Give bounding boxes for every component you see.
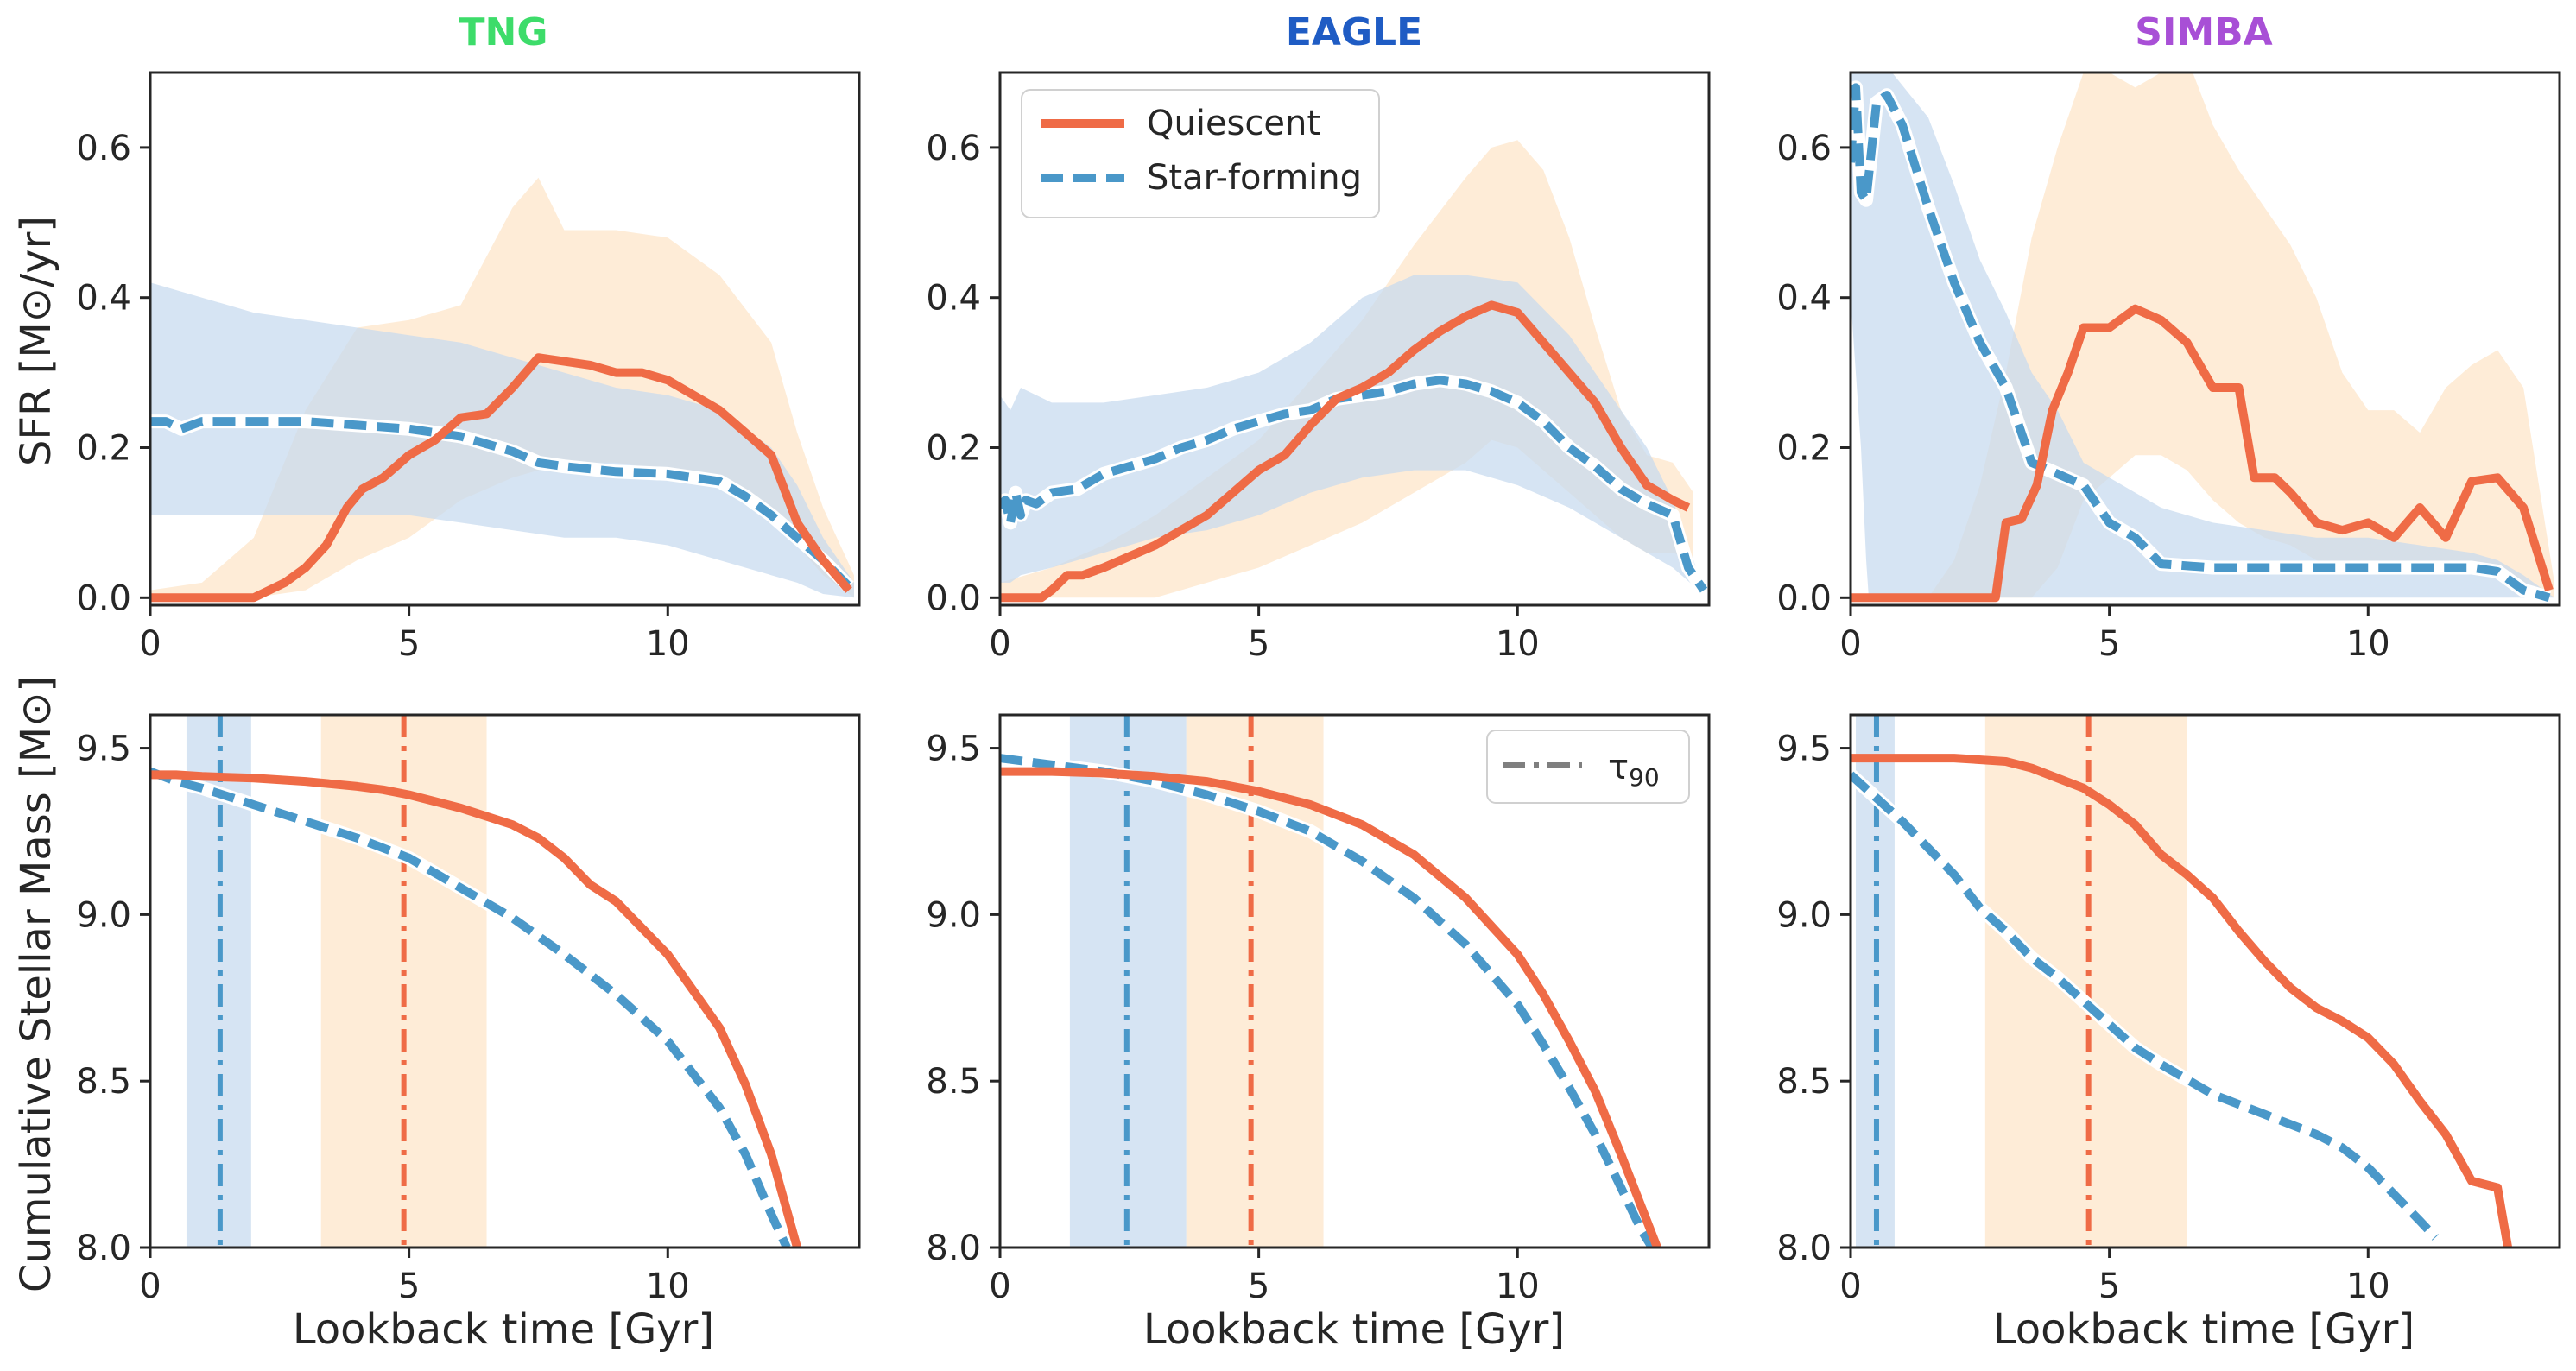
y-tick-label: 9.0 bbox=[926, 895, 981, 935]
y-tick-label: 0.6 bbox=[926, 129, 981, 168]
y-tick-label: 0.2 bbox=[1776, 429, 1832, 469]
y-tick-label: 8.0 bbox=[1776, 1229, 1832, 1268]
series-line-star-forming bbox=[1000, 376, 1708, 593]
panel-tng-mass: 0 5 10 8.0 8.5 9.0 9.5 bbox=[76, 713, 861, 1306]
x-tick-label: 5 bbox=[398, 1267, 420, 1306]
y-tick-label: 8.5 bbox=[76, 1062, 131, 1102]
x-tick-label: 10 bbox=[646, 624, 690, 664]
y-tick-label: 0.2 bbox=[76, 429, 131, 469]
tau90-range-quiescent bbox=[1984, 715, 2187, 1248]
x-tick-label: 0 bbox=[139, 624, 161, 664]
x-tick-label: 0 bbox=[989, 624, 1010, 664]
legend-star-forming-label: Star-forming bbox=[1147, 158, 1362, 198]
xlabel-tng: Lookback time [Gyr] bbox=[293, 1305, 714, 1354]
y-tick-label: 0.2 bbox=[926, 429, 981, 469]
series-line-star-forming bbox=[150, 767, 791, 1248]
x-tick-label: 0 bbox=[989, 1267, 1010, 1306]
xlabel-simba: Lookback time [Gyr] bbox=[1993, 1305, 2415, 1354]
y-tick-label: 9.0 bbox=[1776, 895, 1832, 935]
x-tick-label: 10 bbox=[2346, 1267, 2390, 1306]
legend-tau-subscript: 90 bbox=[1629, 763, 1660, 792]
y-tick-label: 8.0 bbox=[76, 1229, 131, 1268]
series-line-quiescent bbox=[1000, 300, 1691, 603]
legend-quiescent-label: Quiescent bbox=[1147, 104, 1320, 143]
x-tick-label: 5 bbox=[2098, 1267, 2120, 1306]
plot-area bbox=[1000, 140, 1709, 603]
title-simba: SIMBA bbox=[2135, 10, 2272, 54]
legend-bottom-box bbox=[1486, 730, 1690, 804]
y-tick-label: 8.0 bbox=[926, 1229, 981, 1268]
x-tick-label: 0 bbox=[1839, 624, 1861, 664]
plot-area bbox=[1851, 73, 2554, 604]
x-tick-label: 10 bbox=[646, 1267, 690, 1306]
y-tick-label: 0.0 bbox=[926, 578, 981, 618]
plot-area bbox=[1000, 715, 1661, 1248]
xlabel-eagle: Lookback time [Gyr] bbox=[1143, 1305, 1565, 1354]
panel-eagle-sfr: 0 5 10 0.0 0.2 0.4 0.6 bbox=[926, 71, 1711, 664]
x-tick-label: 5 bbox=[398, 624, 420, 664]
band-star-forming bbox=[1000, 275, 1699, 591]
plot-area bbox=[1851, 715, 2513, 1248]
plot-area bbox=[150, 715, 801, 1248]
y-tick-label: 0.6 bbox=[1776, 129, 1832, 168]
panel-simba-mass: 0 5 10 8.0 8.5 9.0 9.5 bbox=[1776, 713, 2561, 1306]
series-line-quiescent bbox=[1851, 754, 2513, 1248]
title-tng: TNG bbox=[459, 10, 548, 54]
plot-area bbox=[150, 177, 854, 603]
panel-eagle-mass: 0 5 10 8.0 8.5 9.0 9.5 bbox=[926, 713, 1711, 1306]
series-line-quiescent bbox=[1000, 767, 1661, 1248]
x-tick-label: 5 bbox=[2098, 624, 2120, 664]
series-line-quiescent bbox=[1851, 304, 2554, 603]
ylabel-sfr: SFR [M⊙/yr] bbox=[12, 216, 60, 466]
panel-simba-sfr: 0 5 10 0.0 0.2 0.4 0.6 bbox=[1776, 71, 2561, 664]
x-tick-label: 10 bbox=[1496, 1267, 1540, 1306]
x-tick-label: 5 bbox=[1248, 1267, 1269, 1306]
y-tick-label: 9.0 bbox=[76, 895, 131, 935]
axes-frame bbox=[998, 713, 1711, 1249]
y-tick-label: 0.4 bbox=[926, 279, 981, 319]
axes-frame bbox=[149, 713, 861, 1249]
y-tick-label: 9.5 bbox=[926, 730, 981, 769]
axes-frame bbox=[1849, 71, 2561, 607]
x-tick-label: 0 bbox=[139, 1267, 161, 1306]
x-tick-label: 10 bbox=[2346, 624, 2390, 664]
y-tick-label: 9.5 bbox=[1776, 730, 1832, 769]
series-line-quiescent bbox=[150, 353, 852, 603]
axes-frame bbox=[149, 71, 861, 607]
series-line-quiescent bbox=[150, 770, 801, 1248]
title-eagle: EAGLE bbox=[1286, 10, 1422, 54]
x-tick-label: 5 bbox=[1248, 624, 1269, 664]
y-tick-label: 8.5 bbox=[926, 1062, 981, 1102]
y-tick-label: 0.6 bbox=[76, 129, 131, 168]
axes-frame bbox=[998, 71, 1711, 607]
y-tick-label: 9.5 bbox=[76, 730, 131, 769]
band-star-forming bbox=[150, 282, 854, 598]
legend-bottom: τ90 bbox=[1486, 730, 1690, 804]
y-tick-label: 0.0 bbox=[76, 578, 131, 618]
legend-tau90-label: τ90 bbox=[1608, 748, 1660, 792]
y-tick-label: 0.0 bbox=[1776, 578, 1832, 618]
y-tick-label: 0.4 bbox=[1776, 279, 1832, 319]
series-line-star-forming bbox=[1851, 83, 2551, 603]
y-tick-label: 8.5 bbox=[1776, 1062, 1832, 1102]
ylabel-mass: Cumulative Stellar Mass [M⊙] bbox=[12, 676, 60, 1292]
legend-top: Quiescent Star-forming bbox=[1021, 89, 1380, 218]
legend-tau-symbol: τ bbox=[1608, 748, 1629, 787]
series-line-star-forming bbox=[1851, 771, 2439, 1241]
y-tick-label: 0.4 bbox=[76, 279, 131, 319]
x-tick-label: 0 bbox=[1839, 1267, 1861, 1306]
series-line-star-forming bbox=[150, 417, 852, 590]
panel-tng-sfr: 0 5 10 0.0 0.2 0.4 0.6 bbox=[76, 71, 861, 664]
axes-frame bbox=[1849, 713, 2561, 1249]
tau90-range-star-forming bbox=[1069, 715, 1187, 1248]
x-tick-label: 10 bbox=[1496, 624, 1540, 664]
